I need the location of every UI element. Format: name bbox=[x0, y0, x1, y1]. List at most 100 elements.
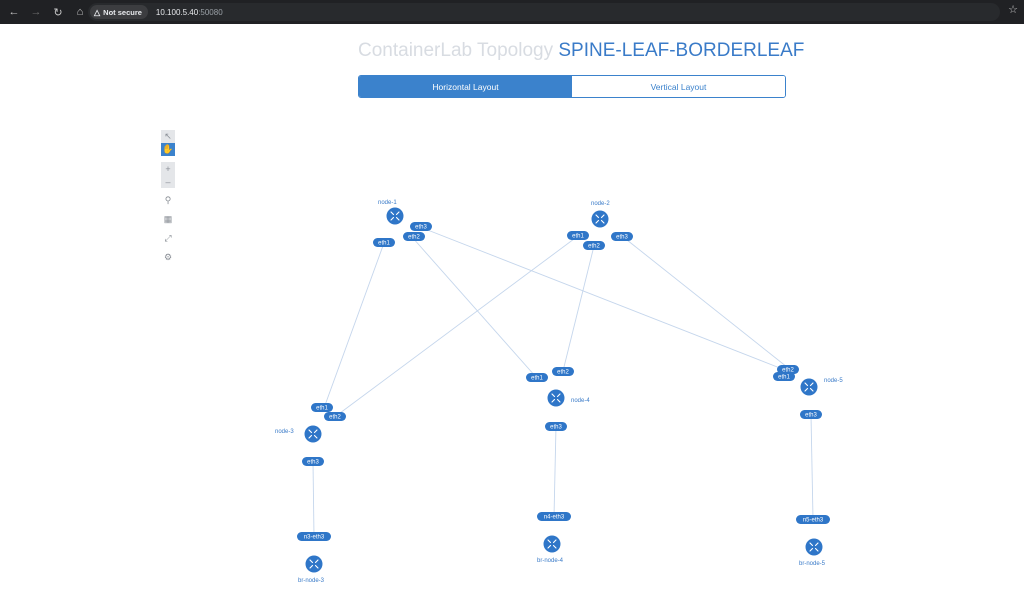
node-label: br-node-3 bbox=[298, 578, 325, 584]
link-node5-br5 bbox=[810, 414, 814, 520]
link-node2-node5 bbox=[621, 235, 788, 368]
interface-badge[interactable]: eth1 bbox=[567, 231, 589, 240]
interface-badge[interactable]: n5-eth3 bbox=[796, 515, 830, 524]
router-arrows bbox=[595, 214, 605, 224]
interface-badge[interactable]: eth3 bbox=[410, 222, 432, 231]
zoom-region-icon[interactable]: ⚲ bbox=[164, 195, 172, 205]
node-label: br-node-4 bbox=[537, 558, 564, 564]
interface-badge[interactable]: eth1 bbox=[311, 403, 333, 412]
link-node1-node5 bbox=[419, 226, 786, 371]
topology-page bbox=[0, 24, 1024, 602]
security-indicator[interactable]: △ Not secure bbox=[90, 5, 148, 19]
link-node2-node4 bbox=[562, 245, 595, 372]
interface-badge[interactable]: eth1 bbox=[526, 373, 548, 382]
interface-badge[interactable]: eth2 bbox=[777, 365, 799, 374]
interface-badge[interactable]: eth1 bbox=[773, 372, 795, 381]
forward-icon[interactable]: → bbox=[30, 6, 42, 18]
node-label: node-3 bbox=[275, 429, 294, 435]
title-prefix: ContainerLab Topology bbox=[358, 40, 554, 61]
interface-badge[interactable]: eth1 bbox=[373, 238, 395, 247]
node-4[interactable]: node-4 bbox=[547, 389, 591, 407]
svg-text:eth1: eth1 bbox=[778, 375, 790, 381]
interface-badge[interactable]: eth2 bbox=[583, 241, 605, 250]
node-3[interactable]: node-3 bbox=[275, 425, 322, 443]
layout-switch: Horizontal Layout Vertical Layout bbox=[358, 75, 786, 98]
interface-badge[interactable]: eth3 bbox=[611, 232, 633, 241]
svg-text:eth1: eth1 bbox=[572, 234, 584, 240]
router-icon[interactable] bbox=[304, 425, 322, 443]
svg-text:eth3: eth3 bbox=[805, 413, 817, 419]
svg-text:eth3: eth3 bbox=[550, 425, 562, 431]
router-icon[interactable] bbox=[543, 535, 561, 553]
svg-text:n3-eth3: n3-eth3 bbox=[304, 535, 325, 541]
router-arrows bbox=[809, 542, 819, 552]
node-2[interactable]: node-2 bbox=[591, 201, 610, 228]
link-node2-node3 bbox=[335, 235, 579, 417]
svg-text:eth2: eth2 bbox=[329, 415, 341, 421]
br-node-3[interactable]: br-node-3 bbox=[298, 555, 325, 585]
node-label: node-4 bbox=[571, 398, 590, 404]
interface-badge[interactable]: eth2 bbox=[552, 367, 574, 376]
horizontal-layout-button[interactable]: Horizontal Layout bbox=[359, 76, 572, 97]
bookmark-star-icon[interactable]: ☆ bbox=[1008, 4, 1018, 16]
vertical-layout-button[interactable]: Vertical Layout bbox=[572, 76, 785, 97]
router-arrows bbox=[308, 429, 318, 439]
link-node4-br4 bbox=[553, 425, 557, 518]
router-icon[interactable] bbox=[305, 555, 323, 573]
home-icon[interactable]: ⌂ bbox=[76, 6, 84, 18]
interface-badge[interactable]: n4-eth3 bbox=[537, 512, 571, 521]
interface-badge[interactable]: eth2 bbox=[324, 412, 346, 421]
security-label: Not secure bbox=[103, 7, 142, 17]
router-icon[interactable] bbox=[800, 378, 818, 396]
svg-text:eth1: eth1 bbox=[531, 376, 543, 382]
router-arrows bbox=[804, 382, 814, 392]
router-arrows bbox=[551, 393, 561, 403]
svg-text:eth1: eth1 bbox=[378, 241, 390, 247]
browser-toolbar: ← → ↻ ⌂ △ Not secure 10.100.5.40:50080 ☆ bbox=[0, 0, 1024, 24]
svg-text:n4-eth3: n4-eth3 bbox=[544, 515, 565, 521]
address-bar[interactable]: △ Not secure 10.100.5.40:50080 bbox=[88, 3, 1000, 21]
interface-badge[interactable]: eth3 bbox=[302, 457, 324, 466]
back-icon[interactable]: ← bbox=[8, 6, 20, 18]
router-icon[interactable] bbox=[805, 538, 823, 556]
svg-text:eth3: eth3 bbox=[616, 235, 628, 241]
link-node3-br3 bbox=[312, 461, 315, 538]
node-label: br-node-5 bbox=[799, 561, 826, 567]
url-port: :50080 bbox=[198, 7, 223, 17]
br-node-5[interactable]: br-node-5 bbox=[799, 538, 826, 568]
zoom-out-icon[interactable]: – bbox=[161, 175, 175, 188]
select-icon[interactable]: ↖ bbox=[161, 130, 175, 143]
node-1[interactable]: node-1 bbox=[378, 200, 404, 225]
router-arrows bbox=[390, 211, 400, 221]
node-label: node-5 bbox=[824, 378, 843, 384]
svg-text:eth3: eth3 bbox=[307, 460, 319, 466]
url-text[interactable]: 10.100.5.40:50080 bbox=[156, 8, 223, 17]
links bbox=[312, 226, 814, 538]
fit-icon[interactable]: ▦ bbox=[163, 214, 173, 224]
router-icon[interactable] bbox=[591, 210, 609, 228]
gear-icon[interactable]: ⚙ bbox=[163, 252, 173, 262]
interface-badge[interactable]: n3-eth3 bbox=[297, 532, 331, 541]
router-arrows bbox=[309, 559, 319, 569]
topology-name: SPINE-LEAF-BORDERLEAF bbox=[558, 40, 805, 61]
svg-text:eth2: eth2 bbox=[588, 244, 600, 250]
router-icon[interactable] bbox=[386, 207, 404, 225]
interface-badge[interactable]: eth2 bbox=[403, 232, 425, 241]
svg-text:eth2: eth2 bbox=[557, 370, 569, 376]
svg-text:eth3: eth3 bbox=[415, 225, 427, 231]
hand-icon[interactable]: ✋ bbox=[161, 143, 175, 156]
svg-text:n5-eth3: n5-eth3 bbox=[803, 518, 824, 524]
node-label: node-2 bbox=[591, 201, 610, 207]
fullscreen-icon[interactable]: ⤢ bbox=[164, 233, 172, 243]
interface-labels: eth1 eth2 eth3 eth1 eth2 eth3 eth1 eth2 … bbox=[297, 222, 830, 541]
reload-icon[interactable]: ↻ bbox=[53, 6, 63, 19]
router-icon[interactable] bbox=[547, 389, 565, 407]
interface-badge[interactable]: eth3 bbox=[800, 410, 822, 419]
node-5[interactable]: node-5 bbox=[800, 378, 844, 396]
br-node-4[interactable]: br-node-4 bbox=[537, 535, 564, 565]
node-label: node-1 bbox=[378, 200, 397, 206]
router-arrows bbox=[547, 539, 557, 549]
interface-badge[interactable]: eth3 bbox=[545, 422, 567, 431]
zoom-in-icon[interactable]: + bbox=[161, 162, 175, 175]
